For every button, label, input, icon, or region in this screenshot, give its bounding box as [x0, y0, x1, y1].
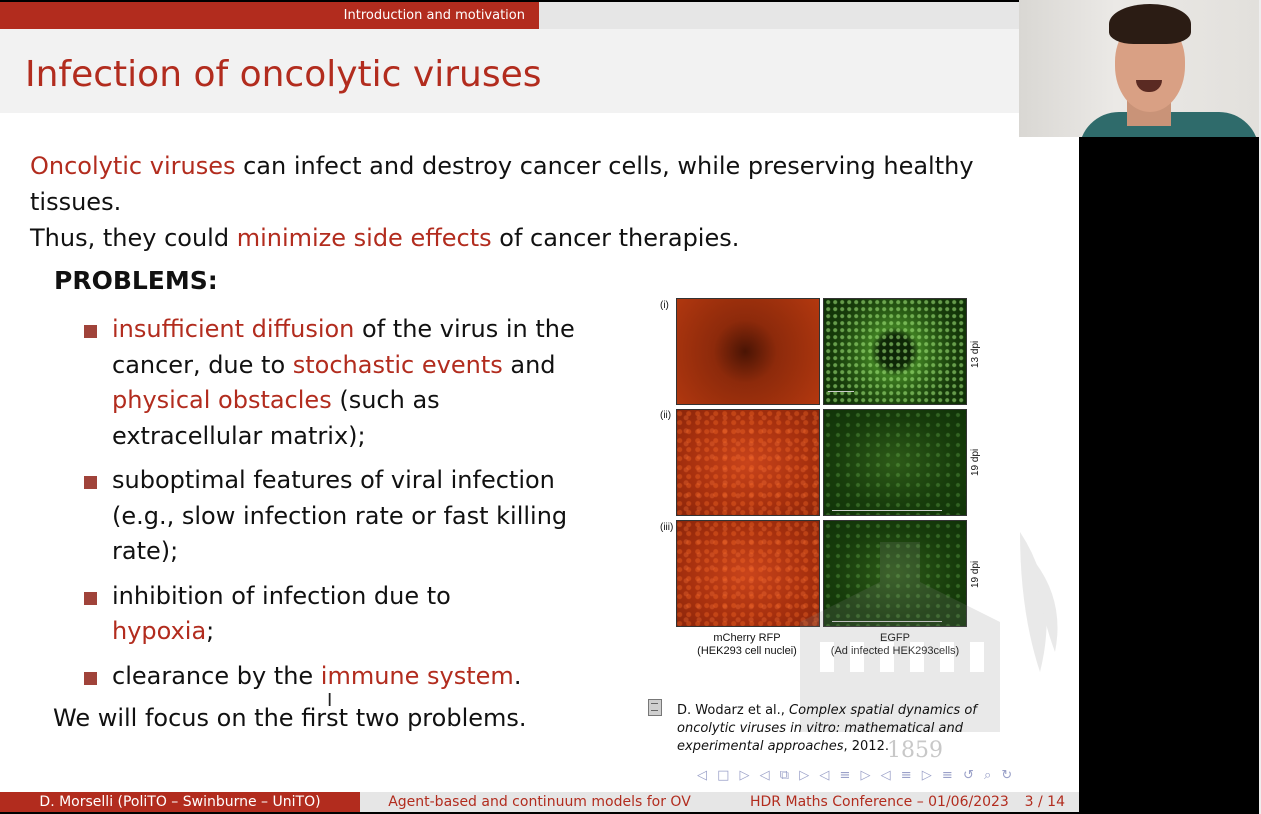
intro-text-start: Thus, they could	[30, 224, 237, 252]
item-text: of the virus in the cancer, due to	[112, 315, 575, 379]
row-label: (ii)	[660, 410, 672, 421]
caption-line: (Ad infected HEK293cells)	[810, 645, 980, 658]
reference-year: , 2012.	[843, 739, 889, 754]
list-item: clearance by the immune system.	[84, 659, 584, 695]
intro-text-rest: can infect and destroy cancer cells, whi…	[30, 152, 974, 216]
footer-conference: HDR Maths Conference – 01/06/2023 3 / 14	[719, 792, 1079, 812]
rfp-panel	[676, 409, 820, 516]
item-text: (such as extracellular matrix);	[112, 386, 440, 450]
watermark-year: 1859	[887, 738, 943, 763]
square-bullet-icon	[84, 325, 97, 338]
egfp-panel	[823, 520, 967, 627]
list-item: insufficient diffusion of the virus in t…	[84, 312, 584, 454]
slide-title: Infection of oncolytic viruses	[25, 54, 542, 95]
caption-line: EGFP	[810, 632, 980, 645]
item-text: .	[513, 661, 522, 690]
highlight-text: hypoxia	[112, 617, 207, 645]
rfp-panel	[676, 520, 820, 627]
presentation-slide: Introduction and motivation Infection of…	[0, 2, 1079, 812]
item-text: ;	[206, 617, 215, 645]
webcam-video-feed	[1019, 0, 1259, 137]
intro-text: Oncolytic viruses can infect and destroy…	[30, 148, 1030, 256]
footer: D. Morselli (PoliTO – Swinburne – UniTO)…	[0, 792, 1079, 812]
highlight-text: insufficient diffusion	[112, 315, 355, 343]
document-icon	[648, 699, 662, 716]
egfp-panel	[823, 298, 967, 405]
window-edge	[1259, 0, 1261, 814]
row-label: (iii)	[660, 522, 674, 533]
beamer-navigation-controls[interactable]: ◁ □ ▷ ◁ ⧉ ▷ ◁ ≡ ▷ ◁ ≡ ▷ ≡ ↺ ⌕ ↻	[697, 768, 1016, 783]
section-tab[interactable]: Introduction and motivation	[0, 2, 539, 29]
square-bullet-icon	[84, 476, 97, 489]
intro-text-end: of cancer therapies.	[491, 224, 740, 252]
rfp-panel	[676, 298, 820, 405]
square-bullet-icon	[84, 671, 97, 685]
scale-bar	[832, 621, 942, 622]
highlight-text: immune system	[320, 661, 514, 690]
item-text: inhibition of infection due to	[112, 581, 451, 610]
conclusion-text: We will focus on the first two problems.	[53, 704, 527, 732]
item-text: and	[502, 350, 556, 379]
title-bar	[0, 29, 1079, 113]
scale-bar	[832, 510, 942, 511]
text-cursor-icon: I	[327, 690, 333, 711]
row-label: (i)	[660, 300, 669, 311]
problems-heading: PROBLEMS:	[54, 266, 218, 295]
list-item: suboptimal features of viral infection (…	[84, 463, 584, 570]
footer-author: D. Morselli (PoliTO – Swinburne – UniTO)	[0, 792, 360, 812]
footer-talk-title: Agent-based and continuum models for OV	[360, 792, 719, 812]
list-item: inhibition of infection due to hypoxia;	[84, 579, 584, 650]
microscopy-figure: (i) (ii) (iii) 13 dpi 19 dpi 19 dpi mChe…	[660, 296, 990, 658]
reference-authors: D. Wodarz et al.,	[677, 703, 790, 718]
item-text: suboptimal features of viral infection (…	[112, 466, 568, 565]
highlight-text: physical obstacles	[112, 386, 332, 414]
bibliography-reference: D. Wodarz et al., Complex spatial dynami…	[677, 702, 1007, 756]
caption-line: (HEK293 cell nuclei)	[697, 645, 797, 657]
intro-paragraph-2: Thus, they could minimize side effects o…	[30, 220, 1030, 256]
dpi-label: 13 dpi	[970, 340, 981, 368]
scale-bar	[828, 391, 854, 392]
presenter-mouth	[1136, 80, 1162, 92]
square-bullet-icon	[84, 591, 97, 605]
reference-title: Complex spatial dynamics of oncolytic vi…	[677, 703, 977, 754]
presenter-hair	[1109, 4, 1191, 44]
university-watermark-icon	[800, 532, 1058, 732]
intro-paragraph-1: Oncolytic viruses can infect and destroy…	[30, 148, 1030, 220]
caption-line: mCherry RFP	[713, 632, 781, 644]
item-text: clearance by the	[112, 661, 321, 690]
egfp-panel	[823, 409, 967, 516]
highlight-text: stochastic events	[292, 350, 503, 379]
figure-caption-right: EGFP (Ad infected HEK293cells)	[810, 632, 980, 658]
figure-caption-left: mCherry RFP (HEK293 cell nuclei)	[662, 632, 832, 658]
problem-list: insufficient diffusion of the virus in t…	[84, 312, 584, 703]
footer-conference-name: HDR Maths Conference – 01/06/2023	[750, 794, 1009, 810]
page-number: 3 / 14	[1024, 794, 1065, 810]
intro-highlight-2: minimize side effects	[236, 224, 492, 252]
intro-highlight: Oncolytic viruses	[30, 152, 236, 180]
